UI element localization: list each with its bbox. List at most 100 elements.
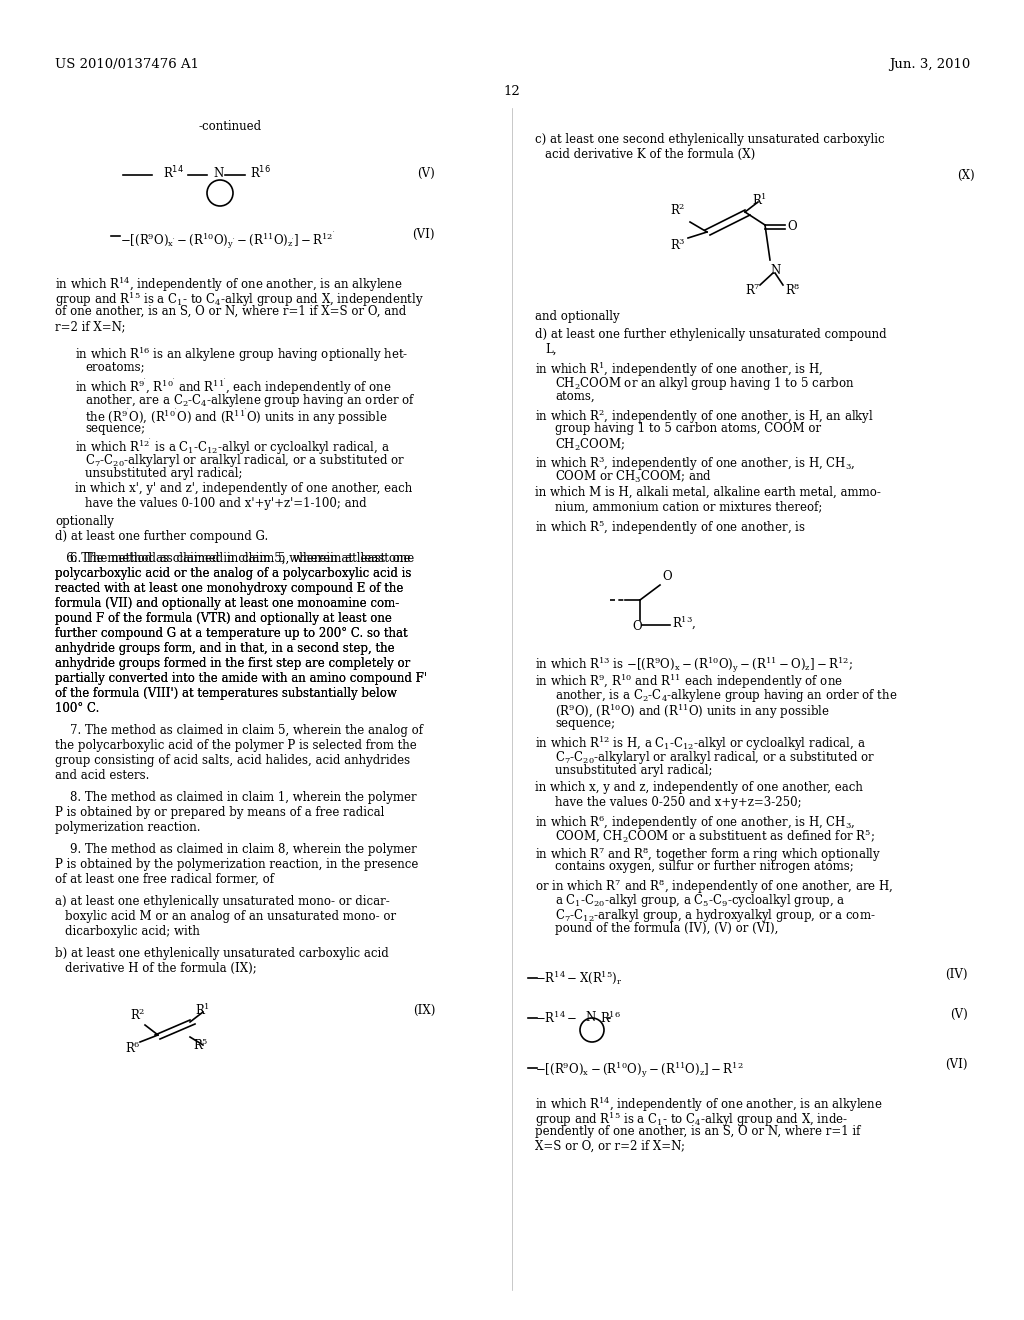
Text: and optionally: and optionally	[535, 310, 620, 323]
Text: pendently of one another, is an S, O or N, where r=1 if: pendently of one another, is an S, O or …	[535, 1125, 860, 1138]
Text: atoms,: atoms,	[555, 389, 595, 403]
Text: reacted with at least one monohydroxy compound E of the: reacted with at least one monohydroxy co…	[55, 582, 403, 595]
Text: $\mathdefault{R^7}$: $\mathdefault{R^7}$	[745, 282, 761, 298]
Text: $\mathdefault{R^2}$: $\mathdefault{R^2}$	[130, 1007, 145, 1023]
Text: $\mathdefault{N}$: $\mathdefault{N}$	[770, 263, 781, 277]
Text: $\mathdefault{-R^{14}-X(R^{15})_r}$: $\mathdefault{-R^{14}-X(R^{15})_r}$	[535, 970, 623, 987]
Text: dicarboxylic acid; with: dicarboxylic acid; with	[65, 925, 200, 939]
Text: in which $\mathdefault{R^{16}}$ is an alkylene group having optionally het-: in which $\mathdefault{R^{16}}$ is an al…	[75, 345, 409, 364]
Text: $\mathdefault{R}^{16}$: $\mathdefault{R}^{16}$	[250, 165, 271, 181]
Text: (VI): (VI)	[945, 1057, 968, 1071]
Text: eroatoms;: eroatoms;	[85, 360, 144, 374]
Text: O: O	[632, 620, 642, 634]
Text: pound F of the formula (VTR) and optionally at least one: pound F of the formula (VTR) and optiona…	[55, 612, 392, 624]
Text: have the values 0-250 and x+y+z=3-250;: have the values 0-250 and x+y+z=3-250;	[555, 796, 802, 809]
Text: group having 1 to 5 carbon atoms, COOM or: group having 1 to 5 carbon atoms, COOM o…	[555, 422, 821, 436]
Text: $\mathdefault{R^{13}}$,: $\mathdefault{R^{13}}$,	[672, 614, 696, 632]
Text: $\mathdefault{N}$: $\mathdefault{N}$	[585, 1010, 597, 1024]
Text: in which $\mathdefault{R^7}$ and $\mathdefault{R^8}$, together form a ring which: in which $\mathdefault{R^7}$ and $\mathd…	[535, 845, 882, 863]
Text: and acid esters.: and acid esters.	[55, 770, 150, 781]
Text: $\mathdefault{R^1}$: $\mathdefault{R^1}$	[195, 1002, 210, 1018]
Text: $\mathdefault{R^1}$: $\mathdefault{R^1}$	[752, 191, 767, 209]
Text: or in which $\mathdefault{R^7}$ and $\mathdefault{R^8}$, independently of one an: or in which $\mathdefault{R^7}$ and $\ma…	[535, 876, 893, 896]
Text: X=S or O, or r=2 if X=N;: X=S or O, or r=2 if X=N;	[535, 1140, 685, 1152]
Text: $\mathdefault{R}^{14}$: $\mathdefault{R}^{14}$	[163, 165, 184, 181]
Text: $\mathdefault{-[(R^9O)_x-(R^{10}O)_y-(R^{11}O)_z]-R^{12}}$: $\mathdefault{-[(R^9O)_x-(R^{10}O)_y-(R^…	[535, 1060, 743, 1080]
Text: r=2 if X=N;: r=2 if X=N;	[55, 319, 126, 333]
Text: COOM, $\mathdefault{CH_2COOM}$ or a substituent as defined for $\mathdefault{R^5: COOM, $\mathdefault{CH_2COOM}$ or a subs…	[555, 828, 874, 845]
Text: 7. The method as claimed in claim 5, wherein the analog of: 7. The method as claimed in claim 5, whe…	[55, 723, 423, 737]
Text: 6. The method as claimed in claim 5, wherein at least one: 6. The method as claimed in claim 5, whe…	[55, 552, 411, 565]
Text: 100° C.: 100° C.	[55, 702, 99, 715]
Text: in which $\mathdefault{R^1}$, independently of one another, is H,: in which $\mathdefault{R^1}$, independen…	[535, 360, 823, 379]
Text: formula (VII) and optionally at least one monoamine com-: formula (VII) and optionally at least on…	[55, 597, 399, 610]
Text: acid derivative K of the formula (X): acid derivative K of the formula (X)	[545, 148, 756, 161]
Text: (X): (X)	[957, 169, 975, 181]
Text: group consisting of acid salts, acid halides, acid anhydrides: group consisting of acid salts, acid hal…	[55, 754, 411, 767]
Text: a) at least one ethylenically unsaturated mono- or dicar-: a) at least one ethylenically unsaturate…	[55, 895, 390, 908]
Text: P is obtained by the polymerization reaction, in the presence: P is obtained by the polymerization reac…	[55, 858, 419, 871]
Text: pound F of the formula (VTR) and optionally at least one: pound F of the formula (VTR) and optiona…	[55, 612, 392, 624]
Text: L,: L,	[545, 343, 556, 356]
Text: $\mathdefault{CH_2COOM}$ or an alkyl group having 1 to 5 carbon: $\mathdefault{CH_2COOM}$ or an alkyl gro…	[555, 375, 854, 392]
Text: sequence;: sequence;	[555, 717, 615, 730]
Text: sequence;: sequence;	[85, 422, 145, 436]
Text: P is obtained by or prepared by means of a free radical: P is obtained by or prepared by means of…	[55, 807, 384, 818]
Text: a $\mathdefault{C_1}$-$\mathdefault{C_{20}}$-alkyl group, a $\mathdefault{C_5}$-: a $\mathdefault{C_1}$-$\mathdefault{C_{2…	[555, 892, 845, 909]
Text: c) at least one second ethylenically unsaturated carboxylic: c) at least one second ethylenically uns…	[535, 133, 885, 147]
Text: in which x, y and z, independently of one another, each: in which x, y and z, independently of on…	[535, 781, 863, 795]
Text: in which $\mathdefault{R^{13}}$ is $\mathdefault{-[(R^9O)_x-(R^{10}O)_y-(R^{11}-: in which $\mathdefault{R^{13}}$ is $\mat…	[535, 655, 853, 675]
Text: ($\mathdefault{R^9}$O), ($\mathdefault{R^{10}}$O) and ($\mathdefault{R^{11}}$O) : ($\mathdefault{R^9}$O), ($\mathdefault{R…	[555, 702, 829, 721]
Text: $\mathdefault{-[(R^9O)_{x'}-(R^{10}O)_{y'}-(R^{11}O)_{z'}]-R^{12'}}$: $\mathdefault{-[(R^9O)_{x'}-(R^{10}O)_{y…	[120, 230, 336, 251]
Text: $\mathdefault{R^3}$: $\mathdefault{R^3}$	[670, 238, 686, 253]
Text: -continued: -continued	[199, 120, 261, 133]
Text: $\mathdefault{-R^{14}-}$: $\mathdefault{-R^{14}-}$	[535, 1010, 578, 1026]
Text: polycarboxylic acid or the analog of a polycarboxylic acid is: polycarboxylic acid or the analog of a p…	[55, 568, 412, 579]
Text: (IX): (IX)	[413, 1003, 435, 1016]
Text: nium, ammonium cation or mixtures thereof;: nium, ammonium cation or mixtures thereo…	[555, 502, 822, 513]
Text: in which $\mathdefault{R^{14}}$, independently of one another, is an alkylene: in which $\mathdefault{R^{14}}$, indepen…	[535, 1096, 883, 1114]
Text: (V): (V)	[417, 166, 435, 180]
Text: $\mathdefault{R^{16}}$: $\mathdefault{R^{16}}$	[600, 1010, 621, 1026]
Text: of the formula (VIII') at temperatures substantially below: of the formula (VIII') at temperatures s…	[55, 686, 397, 700]
Text: optionally: optionally	[55, 515, 114, 528]
Text: in which $\mathdefault{R^6}$, independently of one another, is H, $\mathdefault{: in which $\mathdefault{R^6}$, independen…	[535, 813, 855, 832]
Text: group and $\mathdefault{R^{15}}$ is a $\mathdefault{C_1}$- to $\mathdefault{C_4}: group and $\mathdefault{R^{15}}$ is a $\…	[55, 290, 424, 309]
Text: d) at least one further ethylenically unsaturated compound: d) at least one further ethylenically un…	[535, 327, 887, 341]
Text: in which $\mathdefault{R^2}$, independently of one another, is H, an alkyl: in which $\mathdefault{R^2}$, independen…	[535, 407, 874, 426]
Text: in which $\mathdefault{R^{9'}}$, $\mathdefault{R^{10'}}$ and $\mathdefault{R^{11: in which $\mathdefault{R^{9'}}$, $\mathd…	[75, 378, 391, 397]
Text: of at least one free radical former, of: of at least one free radical former, of	[55, 873, 274, 886]
Text: 9. The method as claimed in claim 8, wherein the polymer: 9. The method as claimed in claim 8, whe…	[55, 843, 417, 855]
Text: $\mathdefault{C_7}$-$\mathdefault{C_{20}}$-alkylaryl or aralkyl radical, or a su: $\mathdefault{C_7}$-$\mathdefault{C_{20}…	[85, 451, 406, 469]
Text: anhydride groups formed in the first step are completely or: anhydride groups formed in the first ste…	[55, 657, 411, 671]
Text: partially converted into the amide with an amino compound F': partially converted into the amide with …	[55, 672, 427, 685]
Text: in which $\mathdefault{R^{12}}$ is H, a $\mathdefault{C_1}$-$\mathdefault{C_{12}: in which $\mathdefault{R^{12}}$ is H, a …	[535, 734, 866, 752]
Text: the ($\mathdefault{R^{9'}}$O), ($\mathdefault{R^{10'}}$O) and ($\mathdefault{R^{: the ($\mathdefault{R^{9'}}$O), ($\mathde…	[85, 407, 388, 428]
Text: of the formula (VIII') at temperatures substantially below: of the formula (VIII') at temperatures s…	[55, 686, 397, 700]
Text: derivative H of the formula (IX);: derivative H of the formula (IX);	[65, 962, 257, 975]
Text: $\mathdefault{C_7}$-$\mathdefault{C_{20}}$-alkylaryl or aralkyl radical, or a su: $\mathdefault{C_7}$-$\mathdefault{C_{20}…	[555, 748, 876, 766]
Text: $\mathdefault{CH_2COOM}$;: $\mathdefault{CH_2COOM}$;	[555, 437, 625, 453]
Text: boxylic acid M or an analog of an unsaturated mono- or: boxylic acid M or an analog of an unsatu…	[65, 909, 396, 923]
Text: anhydride groups formed in the first step are completely or: anhydride groups formed in the first ste…	[55, 657, 411, 671]
Text: group and $\mathdefault{R^{15}}$ is a $\mathdefault{C_1}$- to $\mathdefault{C_4}: group and $\mathdefault{R^{15}}$ is a $\…	[535, 1110, 848, 1129]
Text: in which $\mathdefault{R^{12'}}$ is a $\mathdefault{C_1}$-$\mathdefault{C_{12}}$: in which $\mathdefault{R^{12'}}$ is a $\…	[75, 437, 390, 457]
Text: formula (VII) and optionally at least one monoamine com-: formula (VII) and optionally at least on…	[55, 597, 399, 610]
Text: (VI): (VI)	[413, 227, 435, 240]
Text: in which $\mathdefault{R^9}$, $\mathdefault{R^{10}}$ and $\mathdefault{R^{11}}$ : in which $\mathdefault{R^9}$, $\mathdefa…	[535, 672, 843, 690]
Text: in which $\mathdefault{R^3}$, independently of one another, is H, $\mathdefault{: in which $\mathdefault{R^3}$, independen…	[535, 454, 855, 473]
Text: pound of the formula (IV), (V) or (VI),: pound of the formula (IV), (V) or (VI),	[555, 921, 778, 935]
Text: 12: 12	[504, 84, 520, 98]
Text: of one another, is an S, O or N, where r=1 if X=S or O, and: of one another, is an S, O or N, where r…	[55, 305, 407, 318]
Text: 100° C.: 100° C.	[55, 702, 99, 715]
Text: polycarboxylic acid or the analog of a polycarboxylic acid is: polycarboxylic acid or the analog of a p…	[55, 568, 412, 579]
Text: $\mathdefault{R^5}$: $\mathdefault{R^5}$	[193, 1038, 209, 1053]
Text: another, are a $\mathdefault{C_2}$-$\mathdefault{C_4}$-alkylene group having an : another, are a $\mathdefault{C_2}$-$\mat…	[85, 392, 416, 409]
Text: COOM or $\mathdefault{CH_3COOM}$; and: COOM or $\mathdefault{CH_3COOM}$; and	[555, 469, 712, 486]
Text: US 2010/0137476 A1: US 2010/0137476 A1	[55, 58, 199, 71]
Text: have the values 0-100 and x'+y'+z'=1-100; and: have the values 0-100 and x'+y'+z'=1-100…	[85, 498, 367, 510]
Text: $\mathdefault{N}$: $\mathdefault{N}$	[213, 166, 225, 180]
Text: unsubstituted aryl radical;: unsubstituted aryl radical;	[555, 764, 713, 777]
Text: anhydride groups form, and in that, in a second step, the: anhydride groups form, and in that, in a…	[55, 642, 394, 655]
Text: 8. The method as claimed in claim 1, wherein the polymer: 8. The method as claimed in claim 1, whe…	[55, 791, 417, 804]
